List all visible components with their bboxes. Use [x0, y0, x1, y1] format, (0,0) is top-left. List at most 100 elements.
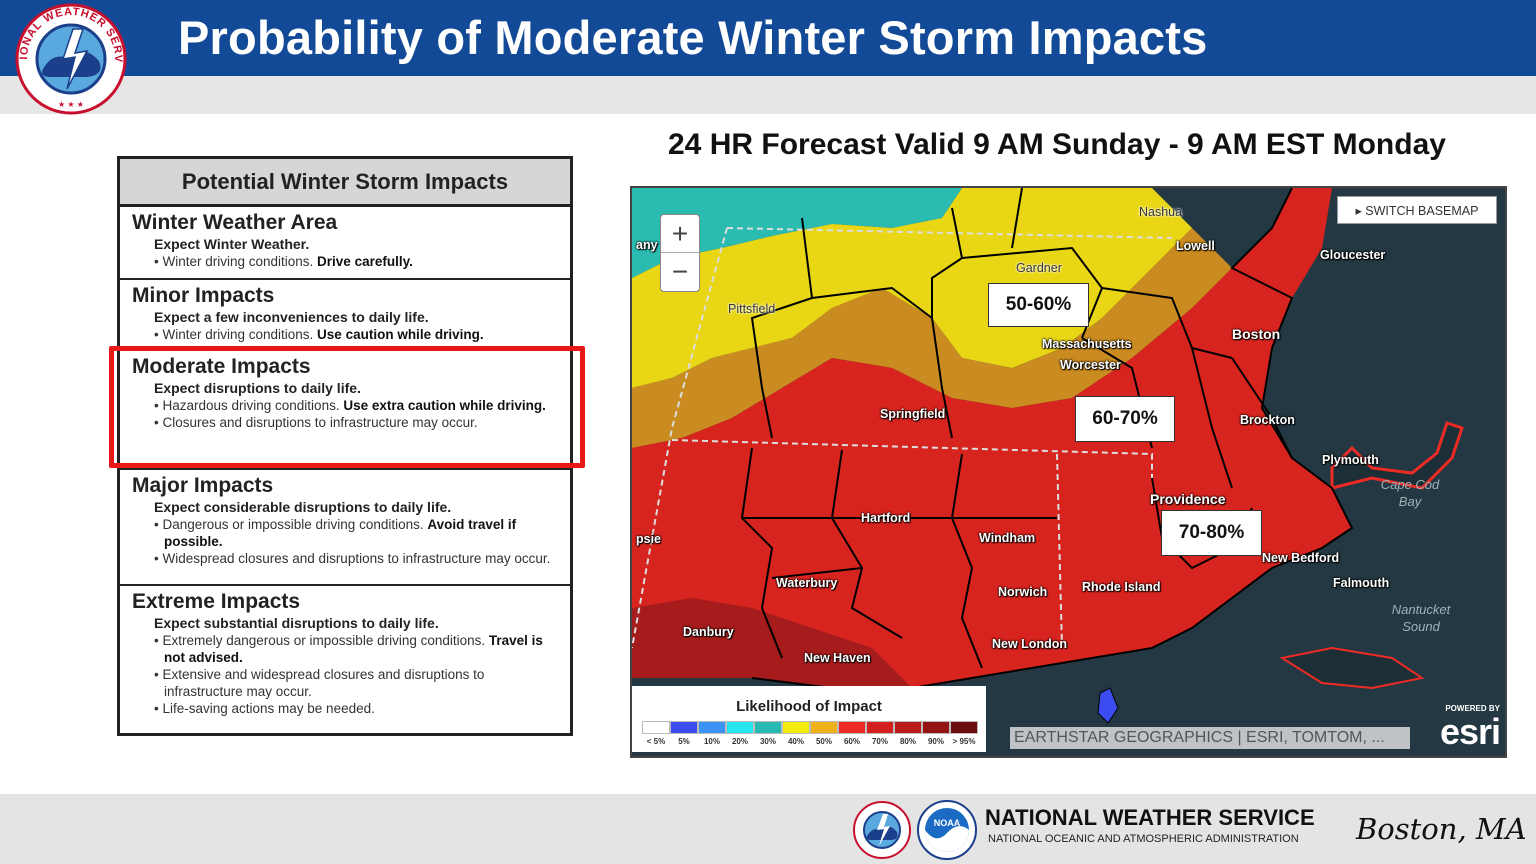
city-label-falmouth: Falmouth: [1333, 576, 1390, 590]
impact-detail-text: • Hazardous driving conditions.: [154, 398, 344, 413]
legend-label: 70%: [871, 737, 888, 746]
legend-label: 20%: [731, 737, 748, 746]
legend-label: 90%: [927, 737, 944, 746]
zoom-out-button[interactable]: −: [661, 252, 699, 290]
city-label-any: any: [636, 238, 658, 252]
impact-level-title: Minor Impacts: [132, 284, 275, 307]
legend-swatch: [670, 721, 698, 734]
impact-level-detail: • Dangerous or impossible driving condit…: [132, 516, 558, 550]
nws-logo-icon: NATIONAL WEATHER SERVICE ★ ★ ★: [13, 3, 127, 115]
city-label-gardner: Gardner: [1016, 261, 1062, 275]
impact-detail-text: • Life-saving actions may be needed.: [154, 701, 375, 716]
legend-label: 30%: [759, 737, 776, 746]
impact-level: Major Impacts Expect considerable disrupt…: [120, 468, 570, 584]
city-label-rhode-island: Rhode Island: [1082, 580, 1161, 594]
legend-swatch: [866, 721, 894, 734]
svg-text:★ ★ ★: ★ ★ ★: [58, 100, 84, 109]
impact-detail-text: • Widespread closures and disruptions to…: [154, 551, 551, 566]
moderate-impacts-highlight: [109, 346, 585, 468]
legend-swatch: [838, 721, 866, 734]
probability-label-70-80: 70-80%: [1161, 510, 1262, 556]
city-label-hartford: Hartford: [861, 511, 911, 525]
city-label-massachusetts: Massachusetts: [1042, 337, 1132, 351]
impact-level-expectation: Expect substantial disruptions to daily …: [154, 615, 439, 631]
impact-detail-text: • Closures and disruptions to infrastruc…: [154, 415, 478, 430]
esri-logo-text: esri: [1439, 711, 1501, 752]
map-legend: Likelihood of Impact < 5% 5% 10% 20% 30% 40% 5…: [632, 686, 986, 752]
city-label-springfield: Springfield: [880, 407, 946, 421]
probability-label-50-60: 50-60%: [988, 283, 1089, 327]
city-label-new-haven: New Haven: [804, 651, 871, 665]
footer-office-location: Boston, MA: [1356, 812, 1527, 846]
impact-detail-emphasis: Use caution while driving.: [317, 327, 484, 342]
map-attribution[interactable]: EARTHSTAR GEOGRAPHICS | ESRI, TOMTOM, ..…: [1010, 727, 1410, 749]
legend-swatch: [894, 721, 922, 734]
impact-detail-emphasis: Use extra caution while driving.: [343, 398, 546, 413]
header-bar: [0, 0, 1536, 76]
zoom-control: + −: [660, 214, 700, 292]
impact-level-detail: • Closures and disruptions to infrastruc…: [132, 414, 558, 431]
impact-level-detail: • Life-saving actions may be needed.: [132, 700, 558, 717]
footer-bar: [0, 794, 1536, 864]
footer-suborganization: NATIONAL OCEANIC AND ATMOSPHERIC ADMINIS…: [988, 833, 1299, 845]
header-stripe: [0, 76, 1536, 114]
impact-detail-emphasis: Travel is not advised.: [164, 633, 543, 665]
city-label-lowell: Lowell: [1176, 239, 1215, 253]
legend-swatch: [950, 721, 978, 734]
city-label-danbury: Danbury: [683, 625, 734, 639]
noaa-logo-text: NOAA: [934, 818, 961, 828]
impact-level-expectation: Expect disruptions to daily life.: [154, 380, 361, 396]
esri-powered-by: POWERED BY: [1445, 704, 1500, 713]
legend-title: Likelihood of Impact: [736, 698, 882, 715]
legend-labels: < 5% 5% 10% 20% 30% 40% 50% 60% 70% 80% 90% > 95%: [642, 737, 978, 746]
impact-level-detail: • Hazardous driving conditions. Use extr…: [132, 397, 558, 414]
impact-map[interactable]: [630, 186, 1507, 758]
impact-detail-text: • Dangerous or impossible driving condit…: [154, 517, 428, 532]
legend-label: 5%: [678, 737, 690, 746]
impacts-table: Potential Winter Storm Impacts Winter We…: [117, 156, 573, 736]
impact-level-title: Moderate Impacts: [132, 355, 311, 378]
forecast-valid-subtitle: 24 HR Forecast Valid 9 AM Sunday - 9 AM …: [668, 128, 1446, 161]
city-label-waterbury: Waterbury: [776, 576, 838, 590]
impact-level-expectation: Expect Winter Weather.: [154, 236, 310, 252]
impact-level-expectation: Expect considerable disruptions to daily…: [154, 499, 452, 515]
impact-level-detail: • Extensive and widespread closures and …: [132, 666, 558, 700]
footer-organization: NATIONAL WEATHER SERVICE: [985, 805, 1315, 830]
noaa-logo-icon: NOAA: [917, 800, 977, 860]
legend-label: < 5%: [646, 737, 666, 746]
city-label-gloucester: Gloucester: [1320, 248, 1386, 262]
legend-label: 50%: [815, 737, 832, 746]
impact-detail-text: • Extensive and widespread closures and …: [154, 667, 485, 699]
impact-level-title: Winter Weather Area: [132, 211, 338, 234]
water-label-nantucket-sound: Nantucket Sound: [1391, 602, 1451, 634]
city-label-new-london: New London: [992, 637, 1067, 651]
probability-map-canvas: [632, 188, 1505, 756]
esri-logo: POWERED BY esri: [1416, 704, 1501, 752]
legend-label: 40%: [787, 737, 804, 746]
legend-swatch: [810, 721, 838, 734]
legend-swatch: [642, 721, 670, 734]
impact-detail-emphasis: Drive carefully.: [317, 254, 413, 269]
legend-color-bar: [642, 721, 978, 734]
zoom-in-button[interactable]: +: [671, 217, 689, 249]
impact-level-title: Major Impacts: [132, 474, 274, 497]
city-label-brockton: Brockton: [1240, 413, 1295, 427]
city-label-plymouth: Plymouth: [1322, 453, 1379, 467]
switch-basemap-button[interactable]: ▸ SWITCH BASEMAP: [1337, 196, 1497, 224]
city-label-psie: psie: [636, 532, 662, 546]
legend-swatch: [754, 721, 782, 734]
impact-level-detail: • Extremely dangerous or impossible driv…: [132, 632, 558, 666]
nws-footer-logo-icon: [853, 801, 911, 859]
water-label-cape-cod-bay: Cape Cod Bay: [1380, 477, 1440, 509]
city-label-windham: Windham: [979, 531, 1036, 545]
city-label-new-bedford: New Bedford: [1262, 551, 1340, 565]
city-label-norwich: Norwich: [998, 585, 1048, 599]
impacts-table-heading: Potential Winter Storm Impacts: [120, 159, 570, 207]
impact-level: Extreme Impacts Expect substantial disrup…: [120, 584, 570, 727]
impact-level-detail: • Winter driving conditions. Use caution…: [132, 326, 558, 343]
impact-detail-text: • Extremely dangerous or impossible driv…: [154, 633, 489, 648]
impact-level-expectation: Expect a few inconveniences to daily lif…: [154, 309, 429, 325]
city-label-providence: Providence: [1150, 491, 1226, 507]
city-label-boston: Boston: [1232, 326, 1281, 342]
impact-detail-text: • Winter driving conditions.: [154, 327, 318, 342]
